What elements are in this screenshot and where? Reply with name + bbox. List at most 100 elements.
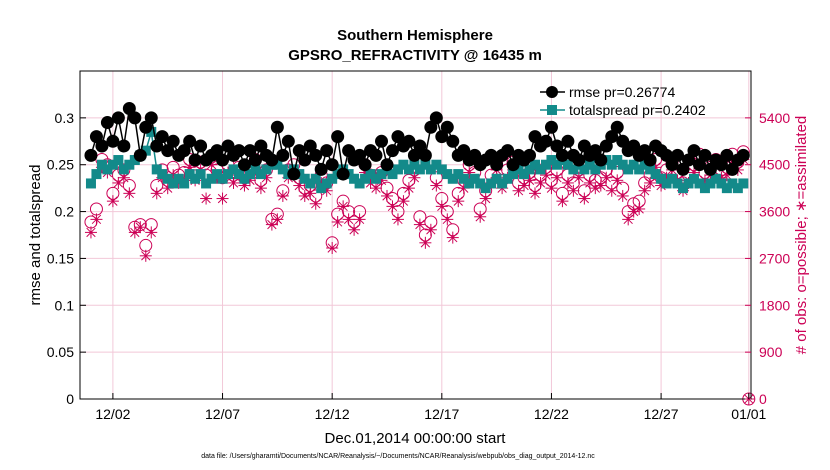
totalspread-point [645, 164, 656, 175]
totalspread-point [606, 159, 617, 170]
assimilated-obs-point [561, 176, 574, 189]
assimilated-obs-point [348, 223, 361, 236]
totalspread-point [431, 159, 442, 170]
assimilated-obs-point [556, 195, 569, 208]
rmse-point [336, 167, 350, 181]
totalspread-point [91, 169, 102, 180]
y-right-tick-label: 5400 [759, 110, 790, 126]
totalspread-point [387, 169, 398, 180]
totalspread-point [480, 183, 491, 194]
totalspread-point [299, 173, 310, 184]
rmse-point [265, 153, 279, 167]
assimilated-obs-point [633, 202, 646, 215]
assimilated-obs-point [413, 218, 426, 231]
rmse-point [243, 144, 257, 158]
rmse-point [177, 144, 191, 158]
totalspread-point [255, 169, 266, 180]
assimilated-obs-point [309, 197, 322, 210]
totalspread-point [217, 173, 228, 184]
totalspread-point [486, 178, 497, 189]
rmse-point [468, 148, 482, 162]
totalspread-point [453, 169, 464, 180]
assimilated-obs-point [594, 179, 607, 192]
rmse-point [375, 134, 389, 148]
totalspread-point [360, 173, 371, 184]
x-tick-label: 12/07 [205, 406, 240, 422]
totalspread-point [656, 173, 667, 184]
rmse-point [111, 111, 125, 125]
x-tick-label: 12/12 [315, 406, 350, 422]
assimilated-obs-point [452, 195, 465, 208]
totalspread-point [371, 173, 382, 184]
totalspread-point [310, 173, 321, 184]
assimilated-obs-point [616, 189, 629, 202]
rmse-point [736, 148, 750, 162]
rmse-point [369, 148, 383, 162]
totalspread-point [524, 164, 535, 175]
y-tick-label: 0 [66, 391, 74, 407]
totalspread-point [732, 183, 743, 194]
rmse-point [407, 148, 421, 162]
totalspread-point [716, 178, 727, 189]
rmse-point [435, 130, 449, 144]
assimilated-obs-point [370, 182, 383, 195]
assimilated-obs-point [479, 192, 492, 205]
rmse-point [309, 148, 323, 162]
totalspread-point [491, 173, 502, 184]
y-tick-label: 0.2 [55, 204, 75, 220]
rmse-point [594, 153, 608, 167]
rmse-point [100, 116, 114, 130]
totalspread-point [705, 178, 716, 189]
assimilated-obs-point [216, 192, 229, 205]
totalspread-point [590, 164, 601, 175]
rmse-point [139, 120, 153, 134]
rmse-point [528, 130, 542, 144]
assimilated-obs-point [424, 223, 437, 236]
chart-subtitle: GPSRO_REFRACTIVITY @ 16435 m [288, 47, 542, 64]
rmse-point [665, 158, 679, 172]
assimilated-obs-point [134, 221, 147, 234]
totalspread-point [157, 169, 168, 180]
possible-obs-point [139, 238, 153, 252]
totalspread-point [140, 145, 151, 156]
rmse-point [703, 162, 717, 176]
totalspread-point [261, 164, 272, 175]
possible-obs-point [89, 202, 103, 216]
totalspread-point [151, 164, 162, 175]
totalspread-point [623, 164, 634, 175]
assimilated-obs-point [386, 200, 399, 213]
rmse-point [638, 144, 652, 158]
plot-frame [79, 70, 752, 400]
totalspread-point [228, 164, 239, 175]
rmse-point [555, 148, 569, 162]
rmse-point [221, 139, 235, 153]
totalspread-point [96, 159, 107, 170]
rmse-point [122, 101, 136, 115]
assimilated-obs-point [435, 200, 448, 213]
assimilated-obs-point [408, 171, 421, 184]
rmse-point [627, 139, 641, 153]
rmse-point [577, 139, 591, 153]
totalspread-point [678, 183, 689, 194]
totalspread-point [107, 159, 118, 170]
totalspread-point [639, 159, 650, 170]
y-axis-label: rmse and totalspread [27, 165, 44, 306]
assimilated-obs-point [128, 226, 141, 239]
totalspread-point [683, 178, 694, 189]
rmse-point [418, 148, 432, 162]
rmse-point [550, 139, 564, 153]
assimilated-obs-point [200, 192, 213, 205]
rmse-point [89, 130, 103, 144]
y-right-tick-label: 0 [759, 391, 767, 407]
rmse-point [720, 148, 734, 162]
totalspread-point [398, 159, 409, 170]
totalspread-point [710, 173, 721, 184]
assimilated-obs-point [326, 242, 339, 255]
totalspread-point [118, 164, 129, 175]
rmse-point [325, 158, 339, 172]
rmse-point [150, 139, 164, 153]
assimilated-obs-point [529, 187, 542, 200]
assimilated-obs-point [391, 213, 404, 226]
rmse-point [714, 158, 728, 172]
rmse-series [84, 101, 750, 181]
